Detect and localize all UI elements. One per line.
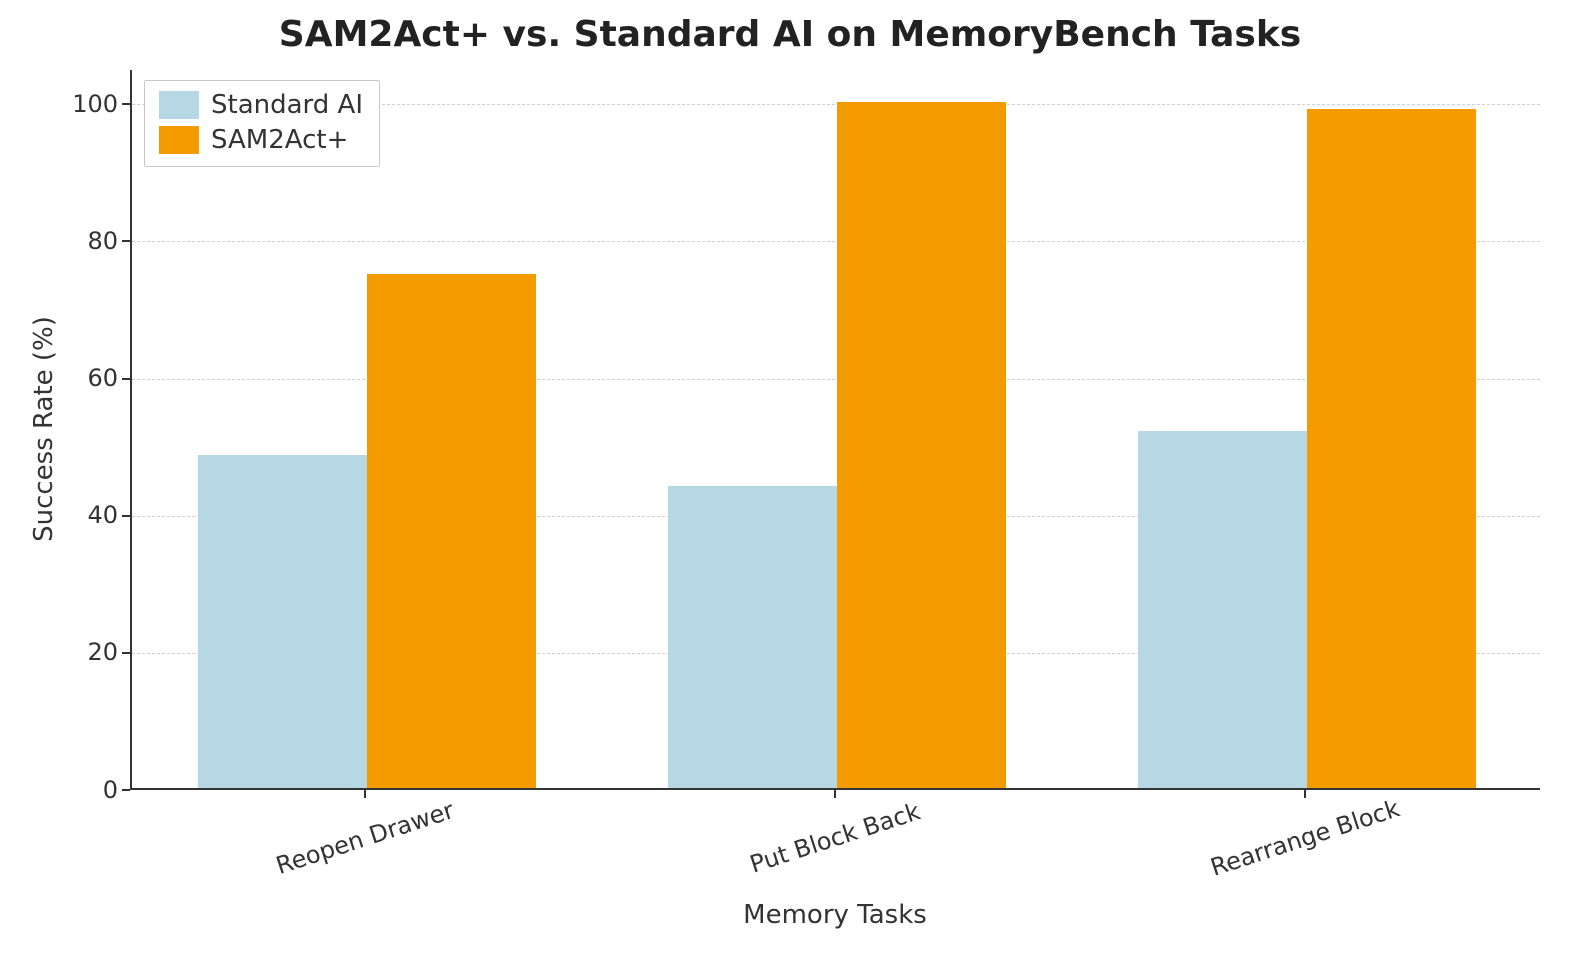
legend-item: SAM2Act+ bbox=[159, 126, 363, 155]
bar bbox=[668, 486, 837, 788]
ytick-mark bbox=[122, 240, 130, 242]
ytick-mark bbox=[122, 789, 130, 791]
ytick-mark bbox=[122, 378, 130, 380]
legend: Standard AI SAM2Act+ bbox=[144, 80, 380, 167]
plot-area bbox=[130, 70, 1540, 790]
xtick-mark bbox=[834, 790, 836, 798]
ytick-label: 80 bbox=[48, 227, 118, 255]
ytick-label: 0 bbox=[48, 776, 118, 804]
ytick-label: 20 bbox=[48, 638, 118, 666]
ytick-label: 100 bbox=[48, 90, 118, 118]
ytick-mark bbox=[122, 515, 130, 517]
bar bbox=[837, 102, 1006, 788]
xtick-mark bbox=[364, 790, 366, 798]
chart-title: SAM2Act+ vs. Standard AI on MemoryBench … bbox=[0, 14, 1580, 55]
bar bbox=[367, 274, 536, 788]
legend-item: Standard AI bbox=[159, 91, 363, 120]
ytick-mark bbox=[122, 652, 130, 654]
bar bbox=[1307, 109, 1476, 788]
legend-label: SAM2Act+ bbox=[211, 126, 348, 155]
legend-swatch bbox=[159, 91, 199, 119]
bar bbox=[1138, 431, 1307, 788]
ytick-mark bbox=[122, 103, 130, 105]
ytick-label: 40 bbox=[48, 501, 118, 529]
chart-container: SAM2Act+ vs. Standard AI on MemoryBench … bbox=[0, 0, 1580, 980]
x-axis-label: Memory Tasks bbox=[130, 900, 1540, 930]
legend-label: Standard AI bbox=[211, 91, 363, 120]
ytick-label: 60 bbox=[48, 364, 118, 392]
legend-swatch bbox=[159, 126, 199, 154]
bar bbox=[198, 455, 367, 788]
y-axis-label: Success Rate (%) bbox=[29, 69, 59, 789]
xtick-mark bbox=[1304, 790, 1306, 798]
